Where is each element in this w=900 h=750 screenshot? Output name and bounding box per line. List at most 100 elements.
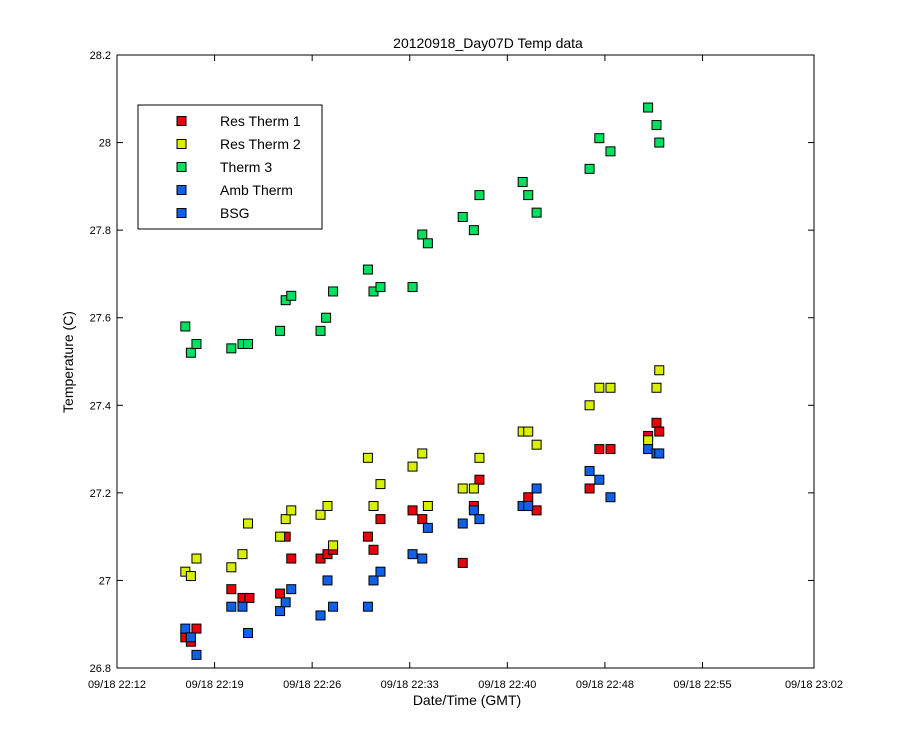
data-point [328, 540, 339, 551]
legend-entry-label: Therm 3 [220, 159, 272, 175]
legend-marker [176, 162, 187, 172]
data-point [523, 190, 534, 201]
data-point [407, 282, 418, 293]
data-point [643, 102, 654, 113]
data-point [531, 505, 542, 516]
data-point [643, 444, 654, 455]
data-point [474, 514, 485, 525]
data-point [375, 566, 386, 577]
data-point [651, 417, 662, 428]
data-point [275, 588, 286, 599]
data-point [654, 365, 665, 376]
x-tick-label: 09/18 22:40 [478, 679, 536, 691]
data-point [474, 190, 485, 201]
data-point [226, 601, 237, 612]
data-point [531, 207, 542, 218]
data-point [605, 382, 616, 393]
data-point [523, 500, 534, 511]
y-tick-label: 27.2 [90, 488, 111, 500]
x-tick-label: 09/18 22:19 [186, 679, 244, 691]
data-point [422, 500, 433, 511]
data-point [523, 426, 534, 437]
data-point [468, 505, 479, 516]
data-point [226, 343, 237, 354]
data-point [321, 312, 332, 323]
data-point [328, 286, 339, 297]
data-point [605, 146, 616, 157]
data-point [422, 522, 433, 533]
data-point [651, 120, 662, 131]
data-point [531, 483, 542, 494]
data-point [286, 584, 297, 595]
data-point [328, 601, 339, 612]
data-point [375, 479, 386, 490]
data-point [375, 282, 386, 293]
data-point [191, 623, 202, 634]
y-tick-label: 28 [99, 138, 111, 150]
legend-marker [176, 185, 187, 195]
data-point [237, 549, 248, 560]
data-point [594, 133, 605, 144]
data-point [584, 400, 595, 411]
data-point [275, 531, 286, 542]
data-point [417, 448, 428, 459]
data-point [191, 338, 202, 349]
y-axis-label: Temperature (C) [60, 311, 76, 413]
data-point [457, 518, 468, 529]
legend-entry-label: Res Therm 1 [220, 113, 301, 129]
data-point [457, 557, 468, 568]
data-point [243, 627, 254, 638]
y-tick-label: 27.4 [90, 400, 111, 412]
data-point [185, 347, 196, 358]
data-point [362, 601, 373, 612]
data-point [468, 225, 479, 236]
x-tick-label: 09/18 22:48 [576, 679, 634, 691]
data-point [523, 492, 534, 503]
data-point [185, 571, 196, 582]
data-point [407, 461, 418, 472]
x-tick-label: 09/18 22:33 [381, 679, 439, 691]
legend-entry-label: Res Therm 2 [220, 136, 301, 152]
data-point [417, 553, 428, 564]
y-tick-label: 26.8 [90, 663, 111, 675]
data-point [180, 321, 191, 332]
data-point [375, 514, 386, 525]
data-point [315, 509, 326, 520]
data-point [654, 137, 665, 148]
data-point [280, 597, 291, 608]
y-tick-label: 27.6 [90, 313, 111, 325]
data-markers [180, 102, 665, 660]
legend-marker [176, 116, 187, 126]
data-point [368, 500, 379, 511]
data-point [407, 505, 418, 516]
legend-box [137, 104, 323, 230]
data-point [368, 575, 379, 586]
data-point [594, 474, 605, 485]
data-point [407, 549, 418, 560]
data-point [226, 562, 237, 573]
data-point [417, 514, 428, 525]
data-point [362, 264, 373, 275]
legend-marker [176, 139, 187, 149]
data-point [457, 212, 468, 223]
legend-entry-label: Amb Therm [220, 182, 293, 198]
x-axis-ticks: 09/18 22:12 09/18 22:19 09/18 22:26 09/18 2… [88, 55, 843, 691]
data-point [517, 176, 528, 187]
data-point [605, 492, 616, 503]
data-point [191, 553, 202, 564]
data-point [237, 601, 248, 612]
data-point [362, 452, 373, 463]
legend: Res Therm 1 Res Therm 2 Therm 3 Amb Therm BS… [137, 104, 323, 230]
data-point [275, 325, 286, 336]
y-tick-label: 27.8 [90, 225, 111, 237]
data-point [651, 382, 662, 393]
data-point [584, 465, 595, 476]
x-tick-label: 09/18 22:12 [88, 679, 146, 691]
data-point [243, 518, 254, 529]
data-point [584, 483, 595, 494]
data-point [185, 632, 196, 643]
data-point [468, 483, 479, 494]
data-point [474, 474, 485, 485]
data-point [275, 606, 286, 617]
